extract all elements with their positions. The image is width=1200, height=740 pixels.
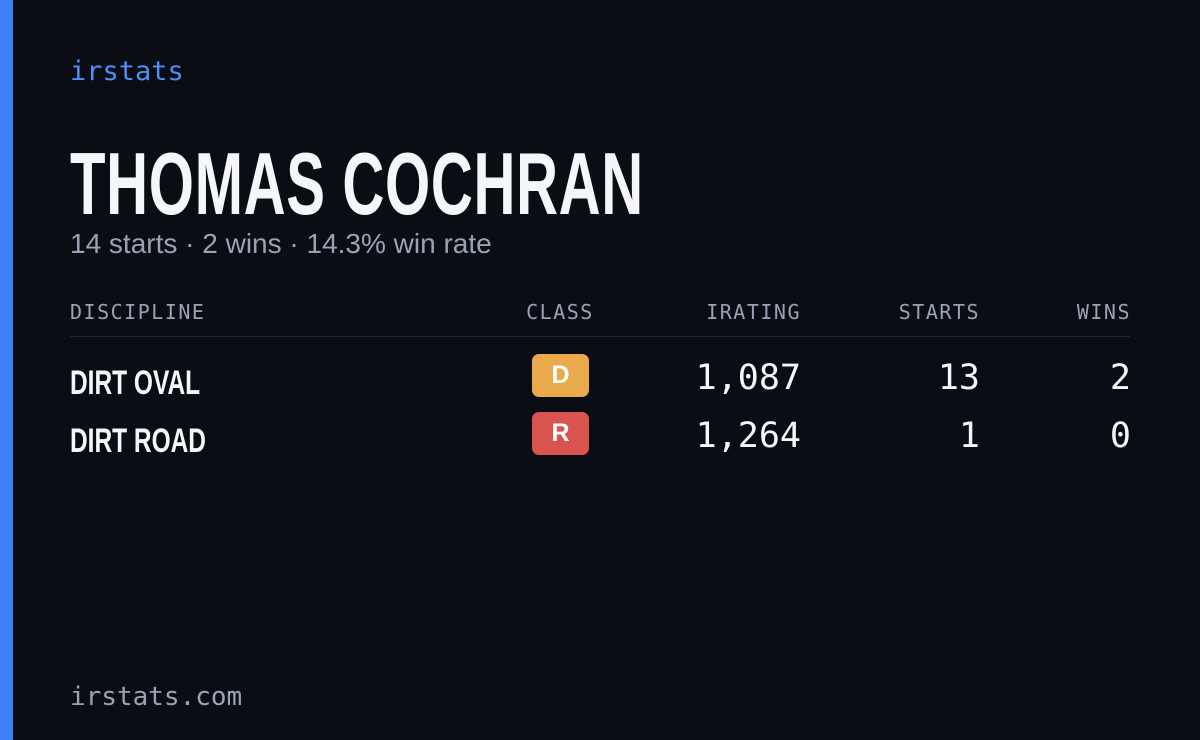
starts: 1	[958, 416, 980, 456]
driver-name: THOMAS COCHRAN	[70, 134, 644, 233]
class-badge: R	[532, 412, 589, 455]
irating: 1,087	[695, 358, 801, 398]
wins: 2	[1109, 358, 1131, 398]
discipline: DIRT ROAD	[70, 422, 207, 460]
column-header: CLASS	[526, 300, 594, 324]
brand: irstats	[70, 56, 184, 87]
wins: 0	[1109, 416, 1131, 456]
footer-url: irstats.com	[70, 682, 243, 712]
discipline: DIRT OVAL	[70, 364, 201, 402]
starts: 13	[937, 358, 980, 398]
class-badge: D	[532, 354, 589, 397]
summary: 14 starts · 2 wins · 14.3% win rate	[70, 228, 492, 259]
column-header: STARTS	[898, 300, 980, 324]
accent-bar	[0, 0, 13, 740]
irating: 1,264	[695, 416, 801, 456]
header-rule	[70, 336, 1130, 337]
column-header: DISCIPLINE	[70, 300, 206, 324]
column-header: WINS	[1076, 300, 1131, 324]
column-header: IRATING	[706, 300, 801, 324]
